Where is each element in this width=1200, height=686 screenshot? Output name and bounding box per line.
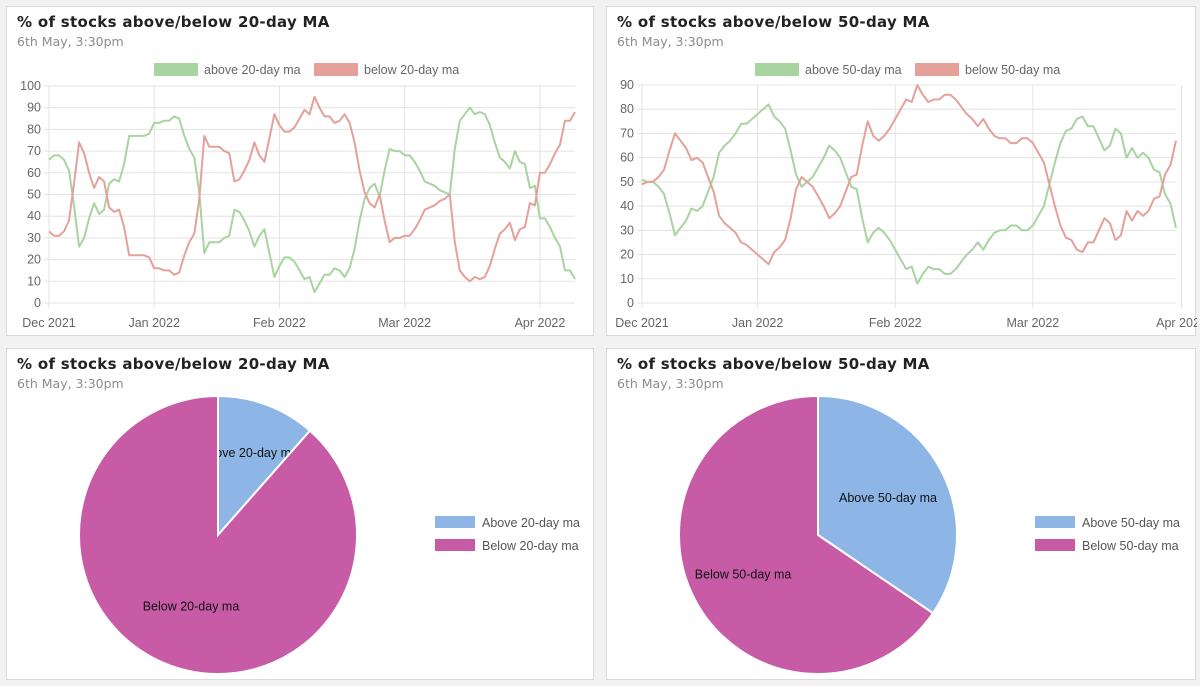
y-tick-label: 30 xyxy=(27,231,41,245)
pie-chart-50-day-panel: % of stocks above/below 50-day MA 6th Ma… xyxy=(606,348,1196,680)
pie-chart-20-day-panel: % of stocks above/below 20-day MA 6th Ma… xyxy=(6,348,594,680)
line-chart-50-day-panel: % of stocks above/below 50-day MA 6th Ma… xyxy=(606,6,1197,336)
y-tick-label: 60 xyxy=(27,166,41,180)
x-tick-label: Mar 2022 xyxy=(378,316,431,330)
x-tick-label: Jan 2022 xyxy=(732,316,783,330)
y-tick-label: 20 xyxy=(27,253,41,267)
legend-swatch xyxy=(314,63,358,76)
legend-label: below 20-day ma xyxy=(364,63,459,77)
legend-swatch xyxy=(915,63,959,76)
y-tick-label: 30 xyxy=(620,223,634,237)
pie-slice-label: Below 20-day ma xyxy=(143,600,240,614)
line-chart-50-day: 0 10 20 30 40 50 60 70 80 90 Dec 2021 Jan 2022 Feb 2… xyxy=(615,63,1197,330)
y-tick-label: 90 xyxy=(27,101,41,115)
panel-title: % of stocks above/below 20-day MA xyxy=(17,13,330,31)
panel-title: % of stocks above/below 20-day MA xyxy=(17,355,330,373)
y-tick-label: 60 xyxy=(620,151,634,165)
y-tick-label: 40 xyxy=(620,199,634,213)
y-tick-label: 70 xyxy=(27,144,41,158)
y-tick-label: 70 xyxy=(620,126,634,140)
y-tick-label: 0 xyxy=(34,296,41,310)
legend-label: below 50-day ma xyxy=(965,63,1060,77)
pie-slice-label: Below 50-day ma xyxy=(695,568,792,582)
line-chart-20-day-panel: % of stocks above/below 20-day MA 6th Ma… xyxy=(6,6,594,336)
y-tick-label: 90 xyxy=(620,78,634,92)
legend-swatch xyxy=(755,63,799,76)
x-tick-label: Dec 2021 xyxy=(22,316,76,330)
panel-timestamp: 6th May, 3:30pm xyxy=(17,376,124,391)
panel-timestamp: 6th May, 3:30pm xyxy=(617,34,724,49)
panel-timestamp: 6th May, 3:30pm xyxy=(617,376,724,391)
legend-swatch xyxy=(1035,516,1075,528)
below-ma-series-line xyxy=(48,95,576,283)
y-tick-label: 80 xyxy=(27,122,41,136)
legend-swatch xyxy=(435,539,475,551)
panel-timestamp: 6th May, 3:30pm xyxy=(17,34,124,49)
line-chart-20-day: 0 10 20 30 40 50 60 70 80 90 100 Dec 2021 Jan 2022 Fe… xyxy=(20,63,576,330)
legend-label: above 20-day ma xyxy=(204,63,301,77)
panel-title: % of stocks above/below 50-day MA xyxy=(617,355,930,373)
x-tick-label: Apr 2022 xyxy=(515,316,566,330)
x-tick-label: Dec 2021 xyxy=(615,316,669,330)
pie-slice-label: Above 20-day ma xyxy=(200,446,298,460)
y-tick-label: 40 xyxy=(27,209,41,223)
y-tick-label: 80 xyxy=(620,102,634,116)
x-tick-label: Feb 2022 xyxy=(253,316,306,330)
legend-swatch xyxy=(154,63,198,76)
legend-label: Above 50-day ma xyxy=(1082,516,1180,530)
legend-swatch xyxy=(435,516,475,528)
y-tick-label: 10 xyxy=(27,274,41,288)
y-tick-label: 50 xyxy=(27,188,41,202)
y-tick-label: 20 xyxy=(620,248,634,262)
pie-chart-50-day: Above 50-day ma Below 50-day ma Above 50-d… xyxy=(678,394,1180,675)
y-tick-label: 50 xyxy=(620,175,634,189)
legend-swatch xyxy=(1035,539,1075,551)
x-tick-label: Mar 2022 xyxy=(1006,316,1059,330)
y-tick-label: 100 xyxy=(20,79,41,93)
below-ma-pie-slice xyxy=(78,394,359,675)
x-tick-label: Jan 2022 xyxy=(128,316,179,330)
pie-slice-label: Above 50-day ma xyxy=(839,491,937,505)
legend-label: Below 50-day ma xyxy=(1082,539,1179,553)
above-ma-series-line xyxy=(48,106,576,294)
x-tick-label: Feb 2022 xyxy=(869,316,922,330)
above-ma-pie-slice xyxy=(817,394,958,615)
below-ma-series-line xyxy=(641,84,1177,266)
legend-label: above 50-day ma xyxy=(805,63,902,77)
above-ma-pie-slice xyxy=(217,394,312,538)
x-tick-label: Apr 2022 xyxy=(1156,316,1197,330)
pie-chart-20-day: Above 20-day ma Below 20-day ma Above 20-d… xyxy=(78,394,580,675)
above-ma-series-line xyxy=(641,103,1177,285)
below-ma-pie-slice xyxy=(678,394,935,675)
panel-title: % of stocks above/below 50-day MA xyxy=(617,13,930,31)
legend-label: Above 20-day ma xyxy=(482,516,580,530)
y-tick-label: 10 xyxy=(620,272,634,286)
legend-label: Below 20-day ma xyxy=(482,539,579,553)
y-tick-label: 0 xyxy=(627,296,634,310)
